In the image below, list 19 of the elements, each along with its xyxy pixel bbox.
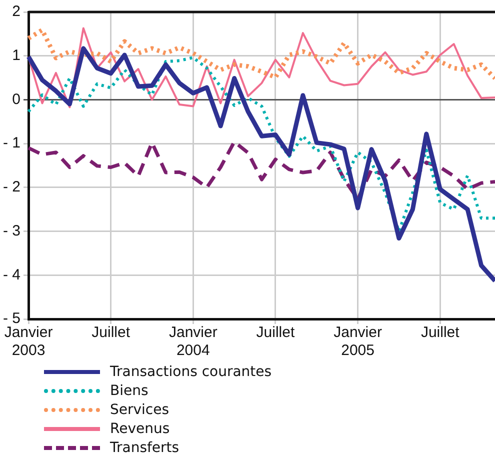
y-tick-label: 0	[12, 90, 21, 108]
y-tick-label: - 1	[2, 134, 21, 152]
y-tick-label: - 4	[2, 266, 21, 284]
y-tick-label: 1	[12, 47, 21, 64]
line-series	[27, 56, 495, 233]
legend-label: Revenus	[110, 420, 170, 436]
y-tick-label: - 2	[2, 178, 21, 196]
x-tick-label: Janvier 2005	[334, 324, 382, 360]
x-tick-label: Juillet	[420, 324, 460, 342]
x-tick-label: Juillet	[256, 324, 296, 342]
y-tick-label: 2	[12, 3, 21, 20]
line-series	[26, 28, 495, 80]
x-tick-label: Juillet	[92, 324, 131, 342]
x-tick-label: Janvier 2004	[168, 324, 218, 360]
legend-label: Transferts	[110, 440, 180, 456]
legend-label: Transactions courantes	[110, 364, 272, 380]
legend-label: Services	[110, 402, 170, 418]
legend-label: Biens	[110, 382, 148, 398]
y-tick-label: - 3	[2, 222, 21, 240]
